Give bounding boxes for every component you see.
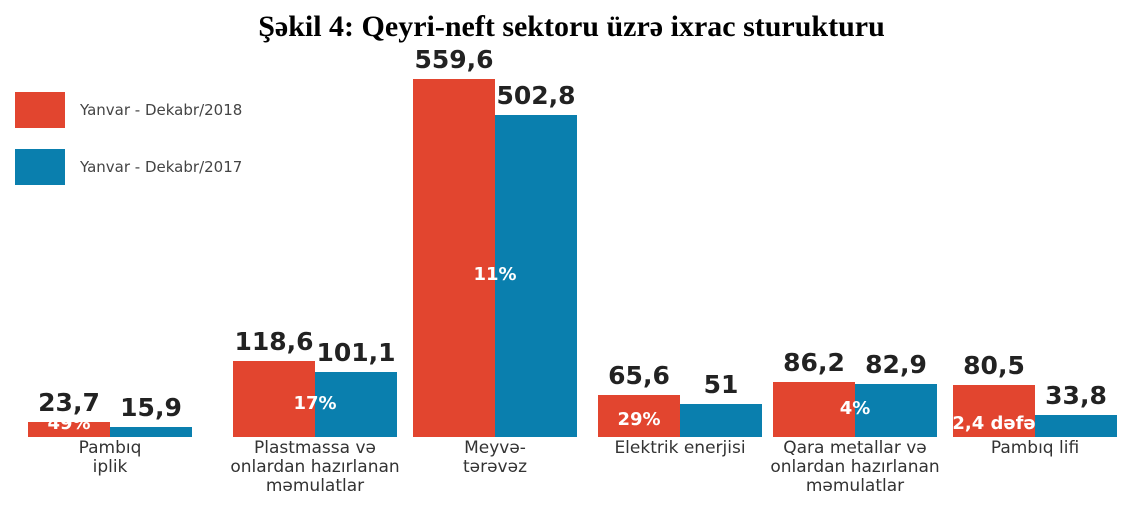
x-tick-label: Elektrik enerjisi <box>585 439 775 458</box>
x-tick-label: Pambıq iplik <box>15 439 205 477</box>
value-label: 33,8 <box>1016 381 1136 410</box>
x-tick-label: Plastmassa və onlardan hazırlanan məmula… <box>220 439 410 496</box>
growth-label: 17% <box>255 393 375 414</box>
value-label: 101,1 <box>296 338 416 367</box>
growth-label: 49% <box>9 413 129 434</box>
x-tick-label: Meyvə- tərəvəz <box>400 439 590 477</box>
legend-swatch <box>15 92 65 128</box>
bar <box>413 79 495 437</box>
chart: Şəkil 4: Qeyri-neft sektoru üzrə ixrac s… <box>0 0 1143 505</box>
growth-label: 11% <box>435 264 555 285</box>
growth-label: 4% <box>795 398 915 419</box>
x-tick-label: Pambıq lifi <box>940 439 1130 458</box>
x-tick-label: Qara metallar və onlardan hazırlanan məm… <box>760 439 950 496</box>
value-label: 502,8 <box>476 81 596 110</box>
value-label: 80,5 <box>934 351 1054 380</box>
value-label: 559,6 <box>394 45 514 74</box>
legend-label: Yanvar - Dekabr/2018 <box>80 101 242 119</box>
legend-swatch <box>15 149 65 185</box>
growth-label: 29% <box>579 409 699 430</box>
growth-label: 2,4 dəfə <box>934 413 1054 434</box>
chart-title: Şəkil 4: Qeyri-neft sektoru üzrə ixrac s… <box>0 10 1143 44</box>
legend-label: Yanvar - Dekabr/2017 <box>80 158 242 176</box>
